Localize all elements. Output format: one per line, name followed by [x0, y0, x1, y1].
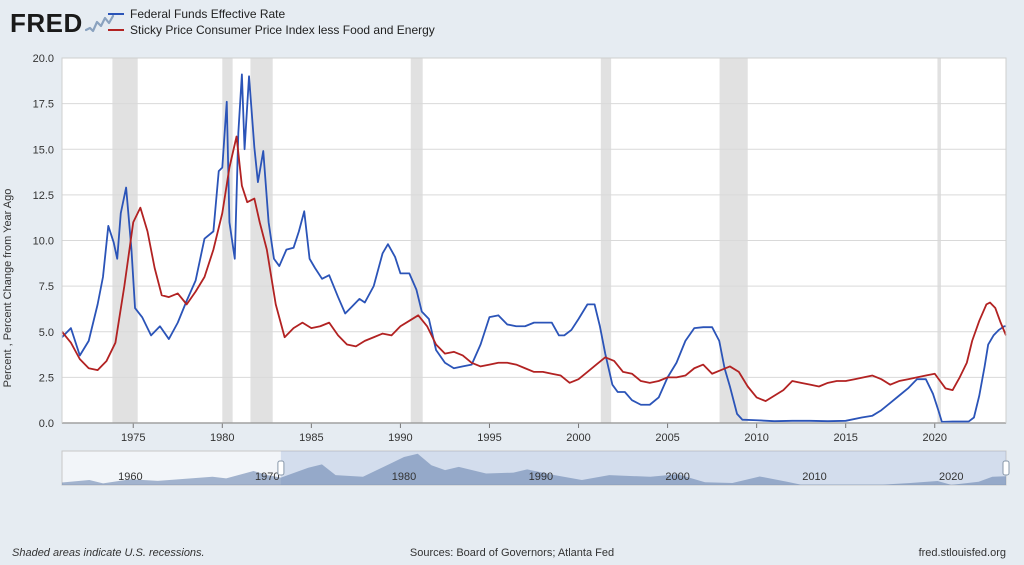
- overview-tick-label: 2010: [802, 471, 826, 483]
- x-tick-label: 1975: [121, 432, 145, 444]
- chart-svg: 0.0 2.5 5.0 7.5 10.0 12.5 15.0 17.5 20.0 1975 1980…: [0, 40, 1024, 535]
- x-tick-label: 2005: [655, 432, 679, 444]
- legend-swatch-1: [108, 13, 124, 15]
- x-tick-label: 2015: [833, 432, 857, 444]
- overview-handle-left[interactable]: [278, 461, 284, 475]
- legend-label-2: Sticky Price Consumer Price Index less F…: [130, 22, 435, 38]
- footer-recession-note: Shaded areas indicate U.S. recessions.: [12, 547, 205, 559]
- logo-text: FRED: [10, 8, 83, 39]
- x-tick-label: 2020: [923, 432, 947, 444]
- y-tick-label: 2.5: [39, 372, 54, 384]
- y-tick-label: 17.5: [33, 99, 54, 111]
- y-tick-label: 10.0: [33, 236, 54, 248]
- y-tick-label: 20.0: [33, 53, 54, 65]
- overview-tick-label: 1970: [255, 471, 279, 483]
- footer-sources: Sources: Board of Governors; Atlanta Fed: [410, 547, 614, 559]
- legend-swatch-2: [108, 29, 124, 31]
- x-tick-label: 1995: [477, 432, 501, 444]
- y-tick-label: 5.0: [39, 327, 54, 339]
- overview-tick-label: 1980: [392, 471, 416, 483]
- x-tick-label: 1985: [299, 432, 323, 444]
- y-tick-label: 0.0: [39, 418, 54, 430]
- overview-handle-right[interactable]: [1003, 461, 1009, 475]
- x-tick-label: 2000: [566, 432, 590, 444]
- fred-chart-container: { "logo_text": "FRED", "legend": { "seri…: [0, 0, 1024, 565]
- overview-tick-label: 1990: [529, 471, 553, 483]
- legend: Federal Funds Effective Rate Sticky Pric…: [108, 6, 435, 38]
- y-tick-label: 15.0: [33, 144, 54, 156]
- footer-link[interactable]: fred.stlouisfed.org: [919, 547, 1006, 559]
- legend-item-1: Federal Funds Effective Rate: [108, 6, 435, 22]
- overview-tick-label: 2000: [665, 471, 689, 483]
- y-tick-label: 7.5: [39, 281, 54, 293]
- overview-tick-label: 2020: [939, 471, 963, 483]
- chart-area: Percent , Percent Change from Year Ago 0…: [0, 40, 1024, 535]
- y-tick-label: 12.5: [33, 190, 54, 202]
- y-axis-label: Percent , Percent Change from Year Ago: [2, 188, 14, 387]
- legend-item-2: Sticky Price Consumer Price Index less F…: [108, 22, 435, 38]
- fred-logo: FRED: [10, 8, 115, 39]
- x-tick-label: 2010: [744, 432, 768, 444]
- x-tick-label: 1980: [210, 432, 234, 444]
- x-tick-label: 1990: [388, 432, 412, 444]
- overview-tick-label: 1960: [118, 471, 142, 483]
- legend-label-1: Federal Funds Effective Rate: [130, 6, 285, 22]
